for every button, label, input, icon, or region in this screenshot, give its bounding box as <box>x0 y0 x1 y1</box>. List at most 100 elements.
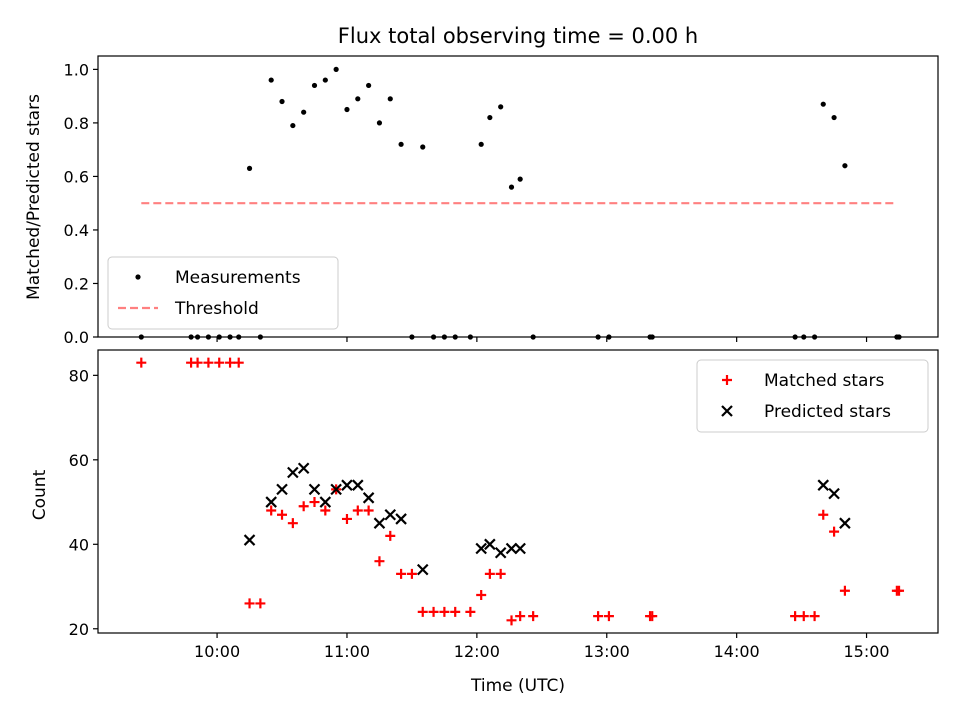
measurement-point <box>842 163 848 169</box>
x-tick-label: 12:00 <box>454 642 500 661</box>
predicted-star-marker <box>514 542 526 555</box>
measurement-point <box>498 104 504 110</box>
matched-star-marker <box>255 598 266 609</box>
y-tick-label: 60 <box>69 451 89 470</box>
top-panel-title: Flux total observing time = 0.00 h <box>338 24 698 48</box>
plot-frame <box>97 349 939 634</box>
matched-star-marker <box>647 611 658 622</box>
measurement-point <box>508 184 515 190</box>
x-tick-label: 14:00 <box>714 642 760 661</box>
x-tick-label: 15:00 <box>844 642 890 661</box>
predicted-star-marker <box>395 513 407 525</box>
measurement-point <box>376 120 383 126</box>
matched-star-marker <box>506 615 517 626</box>
predicted-star-marker <box>416 563 429 576</box>
series-predicted-stars <box>243 462 851 576</box>
matched-star-marker <box>277 509 288 520</box>
predicted-star-marker <box>276 483 288 496</box>
matched-star-marker <box>320 505 331 516</box>
predicted-star-marker <box>297 462 310 475</box>
plot-frame <box>97 55 939 338</box>
matched-star-marker <box>465 606 476 617</box>
measurement-point <box>322 77 328 83</box>
measurement-point <box>820 101 826 107</box>
matched-star-marker <box>385 530 396 541</box>
y-tick-label: 0.6 <box>64 167 89 186</box>
predicted-star-marker <box>839 517 851 529</box>
predicted-star-marker <box>494 546 507 559</box>
legend-swatch <box>135 274 141 280</box>
predicted-star-marker <box>817 479 830 491</box>
bottom-panel-star-counts: 20 40 60 80 10:00 11:00 12:00 13:00 14:00 15:00 Ma… <box>69 349 939 661</box>
legend-label: Measurements <box>175 268 301 288</box>
legend: Measurements Threshold <box>107 256 339 330</box>
predicted-star-marker <box>308 483 321 496</box>
matched-star-marker <box>203 357 214 368</box>
matched-star-marker <box>287 518 298 529</box>
predicted-star-marker <box>352 479 364 491</box>
predicted-star-marker <box>319 496 332 508</box>
matched-star-marker <box>818 509 829 520</box>
matched-star-marker <box>528 611 539 622</box>
predicted-star-marker <box>475 542 487 555</box>
matched-star-marker <box>484 568 495 579</box>
predicted-star-marker <box>341 479 353 491</box>
predicted-star-marker <box>373 517 386 529</box>
y-tick-label: 0.8 <box>64 114 89 133</box>
matched-star-marker <box>298 501 309 512</box>
series-matched-stars <box>136 357 905 626</box>
legend-box <box>107 256 339 330</box>
measurement-point <box>311 82 318 89</box>
matched-star-marker <box>352 505 363 516</box>
x-tick-label: 10:00 <box>194 642 240 661</box>
predicted-star-marker <box>362 492 375 504</box>
predicted-star-marker <box>828 487 840 500</box>
x-tick-label: 11:00 <box>324 642 370 661</box>
y-tick-label: 0.0 <box>64 328 89 347</box>
matched-star-marker <box>790 611 801 622</box>
matched-star-marker <box>136 357 147 368</box>
matched-star-marker <box>515 611 526 622</box>
measurement-point <box>333 66 339 72</box>
matched-star-marker <box>374 556 385 567</box>
measurement-point <box>387 96 393 102</box>
matched-star-marker <box>439 606 450 617</box>
legend-label: Predicted stars <box>764 402 891 422</box>
matched-star-marker <box>417 606 428 617</box>
matched-star-marker <box>603 611 614 622</box>
predicted-star-marker <box>265 496 277 508</box>
matched-star-marker <box>593 611 604 622</box>
measurement-point <box>344 106 350 113</box>
matched-star-marker <box>495 568 506 579</box>
matched-star-marker <box>798 611 809 622</box>
measurement-point <box>355 96 361 102</box>
matched-star-marker <box>894 585 905 596</box>
measurement-point <box>420 144 426 150</box>
matched-star-marker <box>839 585 850 596</box>
matched-star-marker <box>309 497 320 508</box>
x-tick-label: 13:00 <box>584 642 630 661</box>
y-tick-label: 40 <box>69 535 89 554</box>
matched-star-marker <box>396 568 407 579</box>
top-panel-matched-ratio: 0.0 0.2 0.4 0.6 0.8 1.0 Measurements Threshold <box>64 55 939 347</box>
matched-star-marker <box>428 606 439 617</box>
measurement-point <box>279 98 285 105</box>
predicted-star-marker <box>484 538 496 551</box>
matched-star-marker <box>233 357 244 368</box>
x-axis-title: Time (UTC) <box>470 676 565 696</box>
measurement-point <box>268 77 274 83</box>
bottom-y-axis-title: Count <box>30 469 50 520</box>
matched-star-marker <box>450 606 461 617</box>
matched-star-marker <box>809 611 820 622</box>
measurement-point <box>301 109 307 115</box>
predicted-star-marker <box>505 542 518 555</box>
matched-star-marker <box>266 505 277 516</box>
legend-label: Matched stars <box>764 371 884 391</box>
legend-box <box>696 359 929 433</box>
predicted-star-marker <box>330 483 342 496</box>
matched-star-marker <box>476 589 487 600</box>
measurement-point <box>517 176 523 182</box>
matched-star-marker <box>225 357 236 368</box>
matched-star-marker <box>244 598 255 609</box>
